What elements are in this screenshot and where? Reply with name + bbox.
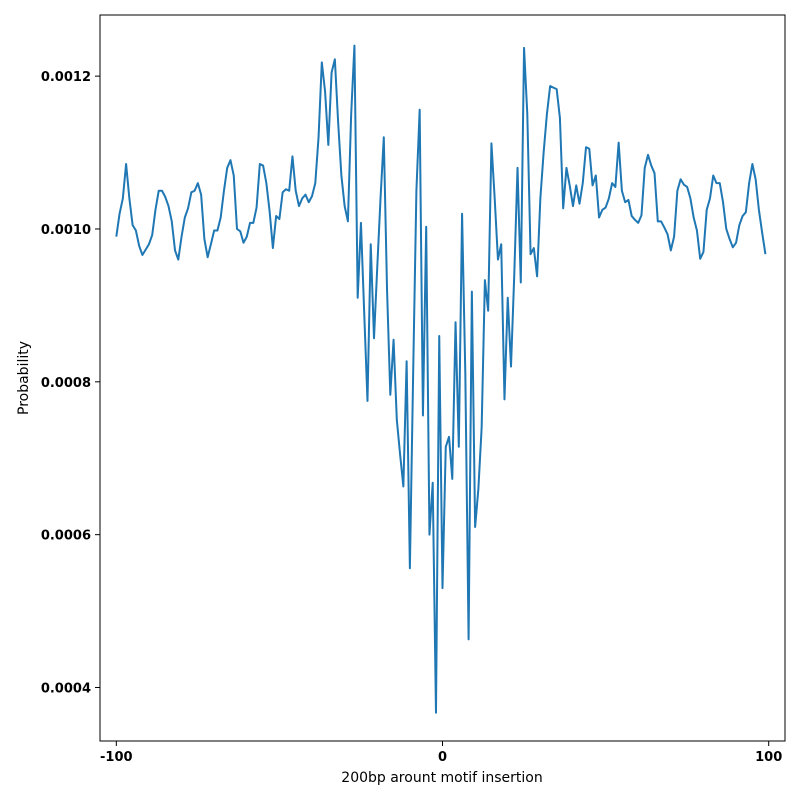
y-axis-label: Probability	[16, 341, 32, 415]
plot-layer	[115, 44, 767, 714]
y-tick-label: 0.0006	[41, 529, 91, 544]
y-axis: 0.0004 0.0006 0.0008 0.0010 0.0012	[41, 70, 100, 697]
y-tick-label: 0.0004	[41, 682, 91, 697]
y-tick-label: 0.0012	[41, 70, 91, 85]
x-tick-label: -100	[100, 750, 133, 765]
series-line-0	[115, 44, 767, 714]
x-axis-label: 200bp arount motif insertion	[341, 770, 542, 786]
x-tick-label: 0	[438, 750, 447, 765]
x-tick-label: 100	[755, 750, 782, 765]
y-tick-label: 0.0008	[41, 376, 91, 391]
y-tick-label: 0.0010	[41, 223, 91, 238]
x-axis: -100 0 100	[100, 741, 782, 765]
